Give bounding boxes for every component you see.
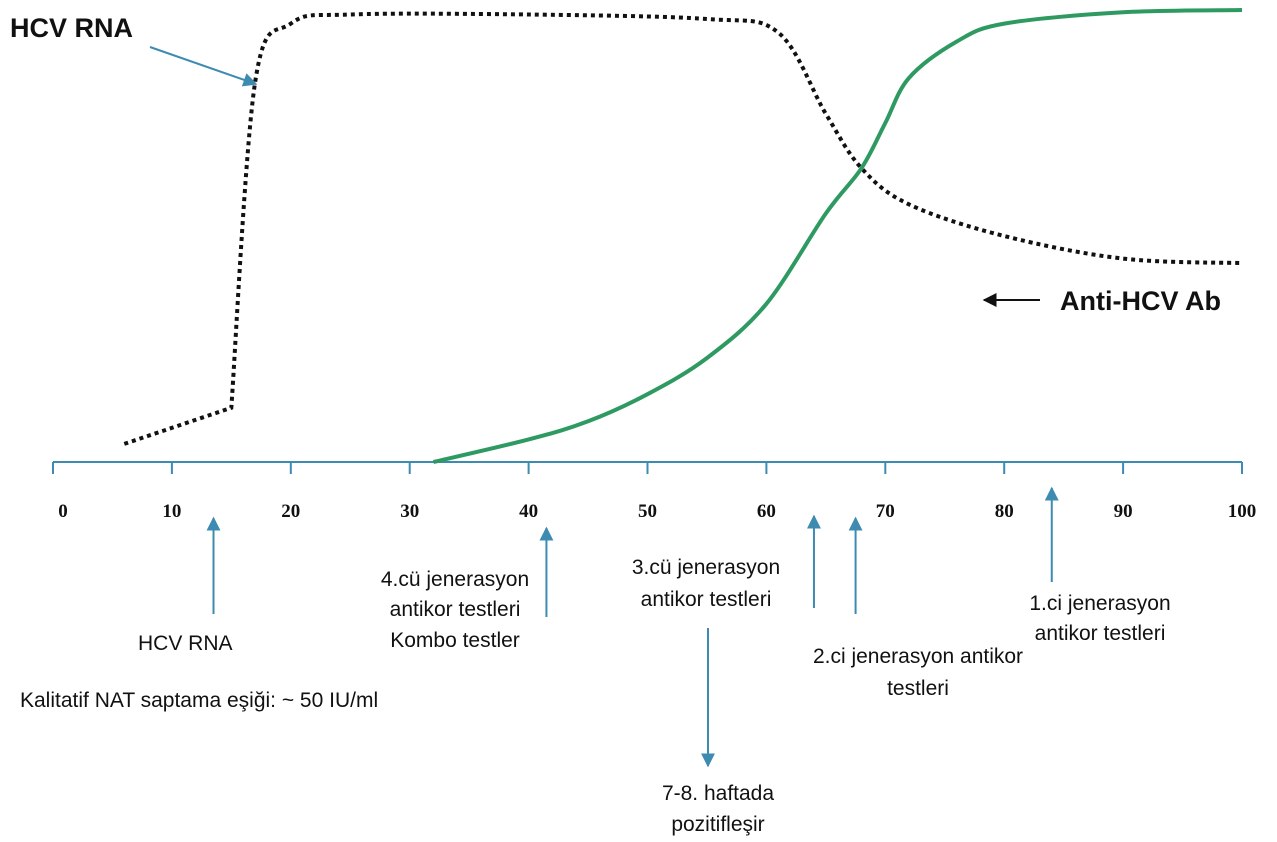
- hcv-rna-label: HCV RNA: [10, 13, 133, 43]
- marker-label-gen4-line2: antikor testleri: [390, 598, 521, 621]
- x-tick-label-100: 100: [1228, 501, 1257, 522]
- anti-hcv-ab-curve: [433, 8, 1243, 464]
- x-tick-label-70: 70: [876, 501, 895, 522]
- test-marker-arrows: [206, 486, 1059, 617]
- x-tick-label-30: 30: [400, 501, 419, 522]
- hcv-rna-label-arrow: [149, 46, 258, 87]
- x-axis: 0 10 20 30 40 50 60 70 80 90 100: [52, 461, 1257, 522]
- marker-label-gen2-line2: testleri: [887, 677, 949, 700]
- hcv-rna-curve: [123, 11, 1243, 446]
- x-tick-label-10: 10: [162, 501, 181, 522]
- marker-label-hcv-rna: HCV RNA: [138, 632, 233, 655]
- nat-threshold-note: Kalitatif NAT saptama eşiği: ~ 50 IU/ml: [20, 689, 378, 712]
- marker-label-gen2-line1: 2.ci jenerasyon antikor: [813, 645, 1023, 668]
- marker-label-gen3-line1: 3.cü jenerasyon: [632, 556, 780, 579]
- marker-label-gen1-line2: antikor testleri: [1035, 622, 1166, 645]
- x-tick-label-80: 80: [995, 501, 1014, 522]
- x-tick-label-40: 40: [519, 501, 538, 522]
- x-tick-label-0: 0: [58, 501, 68, 522]
- marker-label-gen3-line2: antikor testleri: [641, 588, 772, 611]
- positive-week-note-line1: 7-8. haftada: [662, 782, 774, 805]
- x-tick-label-20: 20: [281, 501, 300, 522]
- x-tick-label-90: 90: [1114, 501, 1133, 522]
- x-axis-ticks: 0 10 20 30 40 50 60 70 80 90 100: [52, 462, 1257, 522]
- x-tick-label-50: 50: [638, 501, 657, 522]
- marker-label-gen1-line1: 1.ci jenerasyon: [1029, 592, 1170, 615]
- anti-hcv-ab-label: Anti-HCV Ab: [1060, 286, 1221, 316]
- marker-label-gen4-line1: 4.cü jenerasyon: [381, 568, 529, 591]
- marker-label-gen4-line3: Kombo testler: [390, 629, 520, 652]
- x-tick-label-60: 60: [757, 501, 776, 522]
- positive-week-note-line2: pozitifleşir: [671, 813, 764, 836]
